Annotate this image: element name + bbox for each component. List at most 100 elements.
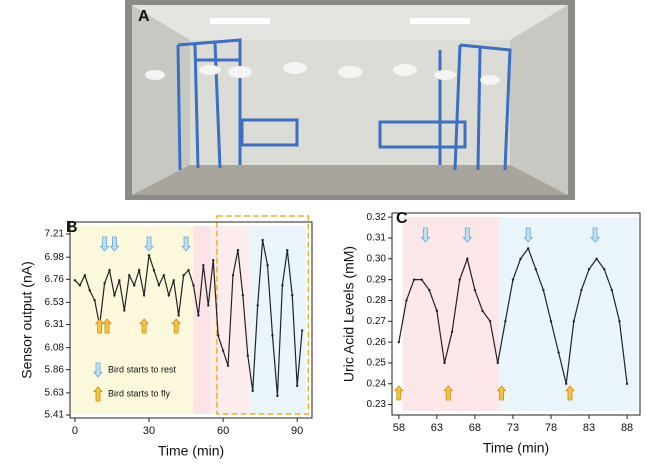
series-point bbox=[128, 274, 131, 277]
series-point bbox=[496, 361, 499, 365]
series-point bbox=[603, 268, 606, 271]
photo: A bbox=[125, 0, 575, 200]
fly-arrow bbox=[94, 318, 105, 334]
series-point bbox=[565, 382, 568, 385]
y-tick-label: 0.24 bbox=[367, 378, 387, 389]
x-tick-label: 73 bbox=[507, 422, 519, 434]
series-point bbox=[618, 320, 621, 323]
series-point bbox=[221, 349, 225, 352]
panel-label: A bbox=[138, 8, 150, 25]
series-point bbox=[177, 314, 180, 317]
y-tick-label: 6.08 bbox=[45, 342, 65, 353]
series-point bbox=[481, 309, 484, 313]
series-point bbox=[137, 269, 141, 272]
series-point bbox=[93, 299, 96, 302]
legend-fly-arrow bbox=[93, 386, 103, 402]
x-tick-label: 90 bbox=[291, 425, 303, 437]
series-point bbox=[519, 257, 522, 261]
series-point bbox=[504, 320, 507, 323]
fly-arrow bbox=[393, 385, 404, 401]
light bbox=[210, 18, 270, 24]
series-point bbox=[542, 288, 545, 292]
series-point bbox=[108, 269, 111, 272]
region bbox=[70, 226, 194, 414]
series-point bbox=[286, 248, 289, 252]
series-point bbox=[212, 258, 215, 262]
region bbox=[193, 226, 211, 414]
series-point bbox=[197, 314, 200, 317]
series-point bbox=[435, 309, 439, 313]
legend-label: Bird starts to fly bbox=[108, 388, 171, 398]
x-tick-label: 30 bbox=[143, 425, 155, 437]
series-point bbox=[182, 274, 185, 277]
series-point bbox=[300, 329, 304, 332]
floor bbox=[132, 165, 568, 195]
legend-rest-arrow bbox=[93, 362, 103, 378]
series-point bbox=[207, 304, 210, 307]
rest-arrow bbox=[523, 227, 534, 243]
y-axis-label: Sensor output (nA) bbox=[19, 261, 35, 379]
fly-arrow bbox=[565, 385, 575, 401]
plot-frame bbox=[391, 212, 641, 416]
series-point bbox=[473, 288, 477, 292]
series-point bbox=[587, 268, 591, 271]
x-tick-label: 0 bbox=[72, 425, 78, 437]
panel-label: C bbox=[396, 210, 408, 227]
rest-arrow bbox=[99, 236, 110, 252]
y-tick-label: 5.63 bbox=[45, 388, 65, 399]
panel-label: B bbox=[66, 219, 78, 236]
y-tick-label: 6.98 bbox=[45, 252, 65, 263]
series-point bbox=[271, 334, 274, 337]
series-point bbox=[202, 264, 205, 267]
series-point bbox=[488, 320, 492, 323]
series-point bbox=[187, 269, 190, 272]
series-point bbox=[78, 284, 82, 287]
fly-arrow bbox=[443, 385, 454, 401]
series-point bbox=[412, 278, 416, 281]
series-point bbox=[450, 330, 454, 333]
series-point bbox=[397, 340, 401, 344]
fly-arrow bbox=[102, 318, 112, 334]
series-point bbox=[133, 284, 136, 287]
plot-frame bbox=[69, 221, 313, 419]
y-tick-label: 6.76 bbox=[45, 274, 65, 285]
x-tick-label: 58 bbox=[393, 422, 405, 434]
x-tick-label: 83 bbox=[583, 422, 595, 434]
birds bbox=[145, 62, 500, 85]
x-tick-label: 63 bbox=[431, 422, 443, 434]
rest-arrow bbox=[462, 227, 473, 243]
series-point bbox=[549, 320, 553, 323]
x-tick-label: 78 bbox=[545, 422, 557, 434]
series-point bbox=[610, 288, 614, 292]
series-point bbox=[572, 320, 576, 323]
tape bbox=[176, 38, 512, 171]
series-point bbox=[103, 282, 106, 285]
y-tick-label: 7.21 bbox=[45, 229, 65, 240]
y-tick-label: 0.27 bbox=[367, 316, 387, 327]
series-point bbox=[123, 309, 126, 312]
series-point bbox=[580, 288, 583, 292]
series-point bbox=[466, 257, 469, 261]
series-point bbox=[266, 264, 269, 267]
x-axis-label: Time (min) bbox=[483, 440, 549, 456]
series-point bbox=[557, 351, 560, 354]
region bbox=[499, 217, 639, 411]
series-point bbox=[251, 389, 254, 393]
rest-arrow bbox=[181, 236, 191, 252]
series-point bbox=[261, 238, 264, 242]
series-point bbox=[118, 279, 121, 282]
region bbox=[402, 217, 500, 411]
y-tick-label: 0.32 bbox=[367, 212, 387, 223]
y-tick-label: 0.25 bbox=[367, 358, 387, 369]
series-point bbox=[73, 279, 77, 282]
series-point bbox=[152, 269, 156, 272]
series-point bbox=[241, 294, 245, 297]
y-axis-label: Uric Acid Levels (mM) bbox=[341, 246, 357, 382]
y-tick-label: 5.86 bbox=[45, 364, 65, 375]
series-point bbox=[511, 278, 515, 281]
series-point bbox=[236, 248, 240, 252]
y-tick-label: 0.29 bbox=[367, 274, 387, 285]
series-point bbox=[276, 394, 279, 398]
x-tick-label: 88 bbox=[621, 422, 633, 434]
y-tick-label: 6.31 bbox=[45, 319, 65, 330]
